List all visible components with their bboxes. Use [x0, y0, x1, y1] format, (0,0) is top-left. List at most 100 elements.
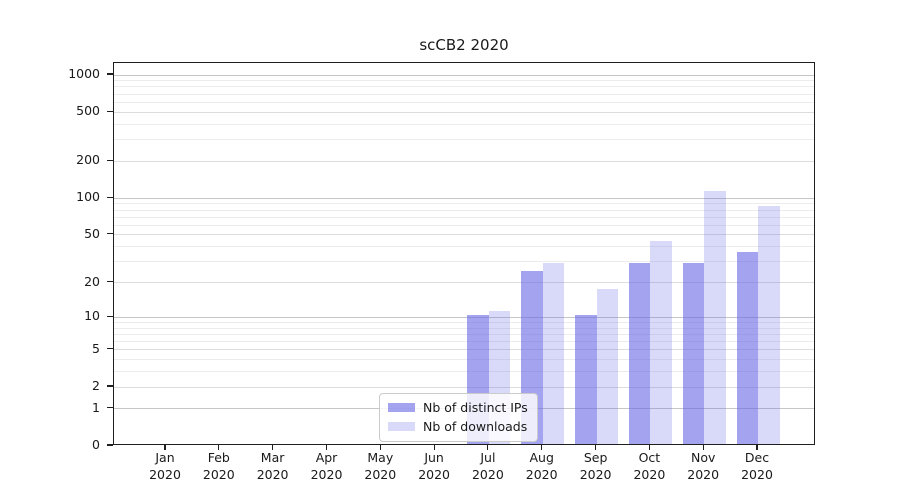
- gridline: [114, 371, 814, 373]
- legend-swatch: [388, 402, 415, 413]
- x-tick-label: Mar 2020: [243, 450, 303, 483]
- gridline: [114, 101, 814, 103]
- y-tick-mark: [107, 315, 113, 317]
- x-tick-label-year: 2020: [687, 466, 720, 482]
- y-tick-label: 50: [84, 225, 100, 241]
- y-tick-label: 10: [84, 308, 100, 324]
- gridline: [114, 316, 814, 318]
- plot-area: Nb of distinct IPs Nb of downloads: [113, 62, 815, 445]
- bar-distinct-ips: [575, 315, 597, 444]
- x-tick-label-month: Apr: [315, 450, 338, 465]
- x-tick-mark: [164, 445, 166, 450]
- gridline: [114, 327, 814, 329]
- gridline: [114, 197, 814, 199]
- x-tick-mark: [648, 445, 650, 450]
- x-tick-label-year: 2020: [256, 466, 289, 482]
- x-tick-label: Dec 2020: [727, 450, 787, 483]
- x-tick-label: Nov 2020: [673, 450, 733, 483]
- y-tick-mark: [107, 444, 113, 446]
- x-tick-label-year: 2020: [310, 466, 343, 482]
- gridline: [114, 86, 814, 88]
- bar-distinct-ips: [736, 251, 758, 444]
- y-tick-mark: [107, 233, 113, 235]
- gridline: [114, 261, 814, 263]
- gridline: [114, 333, 814, 335]
- gridline: [114, 111, 814, 113]
- legend: Nb of distinct IPs Nb of downloads: [379, 393, 538, 442]
- gridline: [114, 234, 814, 236]
- y-tick-label: 0: [92, 437, 100, 452]
- grid-layer: [114, 63, 814, 444]
- x-tick-label: Sep 2020: [566, 450, 626, 483]
- x-tick-label-year: 2020: [579, 466, 612, 482]
- x-tick-mark: [325, 445, 328, 450]
- x-tick-label: Jan 2020: [135, 450, 195, 483]
- y-tick-mark: [107, 73, 113, 75]
- y-tick-mark: [107, 110, 113, 112]
- bar-distinct-ips: [628, 263, 651, 444]
- x-tick-mark: [487, 445, 489, 450]
- gridline: [114, 224, 814, 226]
- y-tick-label: 1000: [68, 66, 100, 81]
- gridline: [114, 139, 814, 140]
- gridline: [114, 203, 814, 205]
- x-tick-label-month: May: [367, 450, 394, 465]
- gridline: [114, 216, 814, 218]
- gridline: [114, 74, 814, 76]
- gridline: [114, 349, 814, 351]
- x-tick-mark: [379, 445, 381, 450]
- x-tick-label-month: Sep: [583, 450, 608, 465]
- bar-downloads: [758, 206, 780, 444]
- x-tick-label-month: Oct: [638, 450, 661, 465]
- gridline: [114, 341, 814, 342]
- y-tick-label: 500: [76, 103, 100, 119]
- bars-layer: [114, 63, 814, 444]
- x-tick-label: Aug 2020: [512, 450, 572, 483]
- legend-label: Nb of downloads: [423, 419, 528, 434]
- x-tick-mark: [272, 445, 274, 450]
- x-tick-label-year: 2020: [741, 466, 773, 482]
- bar-downloads: [542, 263, 565, 444]
- y-tick-mark: [107, 196, 113, 198]
- y-tick-mark: [107, 348, 113, 350]
- x-tick-label: Jun 2020: [404, 450, 464, 483]
- x-tick-label-month: Jan: [155, 450, 175, 465]
- x-tick-label: Apr 2020: [297, 450, 357, 483]
- y-tick-mark: [107, 159, 113, 161]
- x-tick-label: Feb 2020: [189, 450, 249, 483]
- y-tick-label: 2: [92, 378, 100, 393]
- x-tick-label-year: 2020: [633, 466, 666, 482]
- x-tick-mark: [218, 445, 220, 450]
- gridline: [114, 160, 814, 162]
- bar-distinct-ips: [682, 263, 705, 444]
- gridline: [114, 93, 814, 95]
- gridline: [114, 282, 814, 283]
- x-tick-label-month: Feb: [207, 450, 230, 465]
- x-tick-label-year: 2020: [364, 466, 397, 482]
- x-tick-label-month: Mar: [260, 450, 285, 465]
- x-tick-label-month: Nov: [690, 450, 716, 465]
- x-tick-label-month: Dec: [744, 450, 770, 465]
- x-tick-label-year: 2020: [149, 466, 181, 482]
- gridline: [114, 80, 814, 82]
- x-tick-mark: [595, 445, 597, 450]
- y-tick-mark: [107, 407, 113, 409]
- legend-swatch: [388, 421, 415, 432]
- y-tick-mark: [107, 385, 113, 387]
- x-tick-label-month: Aug: [529, 450, 554, 465]
- x-tick-label-year: 2020: [202, 466, 235, 482]
- y-tick-label: 100: [76, 189, 100, 205]
- gridline: [114, 209, 814, 211]
- bar-downloads: [650, 240, 672, 444]
- x-tick-mark: [541, 445, 543, 450]
- gridline: [114, 386, 814, 388]
- gridline: [114, 321, 814, 323]
- x-tick-label: Jul 2020: [458, 450, 518, 483]
- x-tick-label-year: 2020: [418, 466, 450, 482]
- x-tick-label: May 2020: [350, 450, 410, 483]
- x-tick-mark: [433, 445, 435, 450]
- x-tick-label: Oct 2020: [619, 450, 679, 483]
- legend-row: Nb of downloads: [388, 417, 528, 436]
- x-tick-label-month: Jun: [424, 450, 444, 465]
- x-tick-label-year: 2020: [471, 466, 504, 482]
